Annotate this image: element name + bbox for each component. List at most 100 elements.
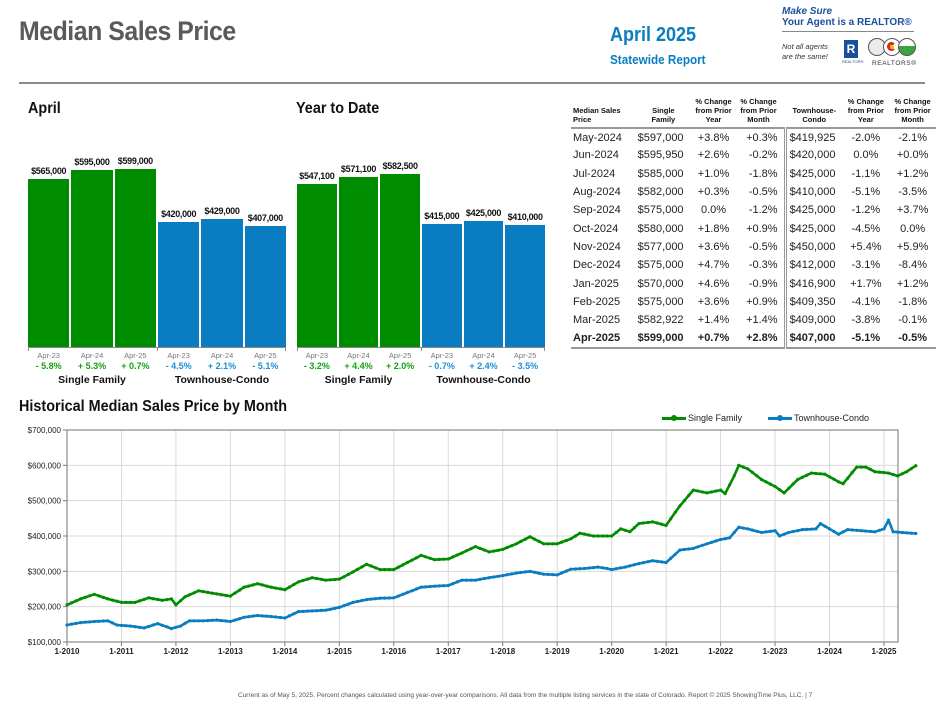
bar-value-label: $582,500 [382, 160, 418, 171]
sf-bar-apr-24 [71, 170, 113, 347]
data-point-single-family [855, 465, 859, 469]
cell-tc-pct-month: -0.5% [898, 331, 927, 344]
legend-sf-swatch-icon [662, 414, 686, 421]
data-point-townhouse-condo [782, 532, 786, 536]
data-point-single-family [832, 477, 836, 481]
data-point-single-family [142, 597, 146, 601]
cell-tc-pct-month: 0.0% [900, 222, 926, 235]
y-tick-label: $700,000 [28, 426, 62, 435]
cell-tc-pct-year: -1.1% [851, 167, 881, 180]
cell-townhouse-condo: $425,000 [783, 219, 843, 238]
data-point-townhouse-condo [333, 606, 337, 610]
data-point-single-family [764, 480, 768, 484]
data-point-townhouse-condo [319, 608, 323, 612]
data-point-single-family [147, 596, 151, 600]
data-point-single-family [174, 603, 178, 607]
data-point-townhouse-condo [92, 619, 96, 624]
historical-chart-title: Historical Median Sales Price by Month [19, 398, 288, 415]
data-point-single-family [247, 584, 251, 588]
data-point-single-family [505, 545, 509, 550]
header-month-l2: Price [573, 115, 592, 124]
data-point-single-family [868, 467, 873, 471]
cell-month: Apr-2025 [573, 331, 621, 344]
data-point-townhouse-condo [855, 528, 859, 532]
data-point-single-family [74, 599, 78, 603]
data-point-townhouse-condo [814, 527, 818, 531]
realtor-r-icon: R [844, 40, 858, 58]
cell-single-family: $582,922 [637, 314, 684, 327]
data-point-single-family [542, 542, 546, 546]
data-point-single-family [451, 555, 455, 559]
data-point-single-family [510, 544, 514, 548]
h-l2: from Prior [847, 106, 884, 115]
data-point-single-family [92, 592, 96, 596]
data-point-single-family [138, 599, 142, 603]
data-point-townhouse-condo [914, 531, 918, 536]
data-point-single-family [469, 547, 473, 551]
data-point-townhouse-condo [619, 566, 623, 570]
data-point-townhouse-condo [796, 529, 800, 533]
x-tick-label: 1-2024 [817, 647, 842, 656]
data-point-single-family [787, 486, 791, 490]
data-point-single-family [188, 593, 192, 597]
data-point-single-family [442, 557, 446, 561]
data-point-townhouse-condo [119, 623, 124, 627]
data-point-single-family [224, 593, 228, 597]
data-point-townhouse-condo [691, 546, 696, 550]
cell-single-family: $575,000 [637, 295, 684, 308]
data-point-townhouse-condo [551, 573, 555, 577]
data-point-single-family [650, 520, 655, 524]
group-label-townhouse-condo: Townhouse-Condo [436, 374, 531, 386]
cell-month: Nov-2024 [573, 240, 621, 253]
bar-category-label: Apr-23 [167, 351, 190, 360]
data-point-single-family [578, 531, 582, 535]
data-point-townhouse-condo [460, 578, 464, 582]
cell-townhouse-condo: $450,000 [783, 237, 843, 257]
data-point-single-family [265, 584, 269, 588]
x-tick-label: 1-2020 [599, 647, 624, 656]
historical-line-chart: $100,000 $200,000 $300,000 $400,000 $500,000… [28, 426, 918, 656]
data-point-townhouse-condo [896, 530, 900, 534]
data-point-townhouse-condo [605, 566, 609, 571]
data-point-single-family [882, 471, 886, 475]
bar-pct-change: - 4.5% [165, 361, 192, 371]
data-point-townhouse-condo [283, 616, 287, 620]
cell-tc-pct-month: -2.1% [898, 131, 927, 144]
data-point-townhouse-condo [886, 518, 891, 522]
h-l1: % Change [695, 97, 732, 106]
data-point-single-family [805, 473, 809, 477]
data-point-single-family [296, 580, 301, 584]
data-point-townhouse-condo [542, 572, 546, 576]
cell-sf-pct-month: +2.8% [746, 331, 778, 344]
data-point-townhouse-condo [587, 566, 591, 570]
data-point-single-family [759, 477, 764, 482]
data-point-townhouse-condo [669, 556, 673, 560]
data-point-townhouse-condo [678, 548, 682, 552]
cell-sf-pct-year: +4.7% [697, 259, 730, 272]
cell-sf-pct-month: -0.9% [748, 277, 778, 290]
cell-sf-pct-year: +1.4% [697, 314, 730, 327]
cell-sf-pct-year: 0.0% [700, 204, 727, 217]
data-point-townhouse-condo [237, 617, 242, 621]
data-point-townhouse-condo [655, 559, 659, 563]
data-point-townhouse-condo [260, 614, 264, 618]
data-point-townhouse-condo [573, 567, 578, 571]
bar-pct-change: + 4.4% [344, 361, 373, 371]
data-point-townhouse-condo [528, 569, 532, 573]
data-point-single-family [337, 577, 341, 581]
data-point-townhouse-condo [700, 543, 705, 547]
cell-sf-pct-month: -0.5% [748, 240, 778, 253]
data-point-single-family [909, 467, 913, 471]
colorado-realtors-logo-icon [868, 38, 916, 58]
data-point-single-family [115, 599, 119, 603]
axis-tick [544, 347, 545, 351]
data-point-townhouse-condo [210, 618, 214, 622]
data-point-townhouse-condo [374, 597, 378, 601]
ytd-bar-chart: $547,100 Apr-23- 3.2% $571,100 Apr-24 + 4.4%… [297, 110, 545, 386]
data-point-single-family [905, 470, 909, 474]
data-point-single-family [755, 474, 759, 478]
data-point-townhouse-condo [750, 528, 755, 532]
data-point-single-family [891, 472, 895, 477]
data-point-townhouse-condo [178, 624, 183, 628]
data-point-single-family [723, 492, 727, 496]
